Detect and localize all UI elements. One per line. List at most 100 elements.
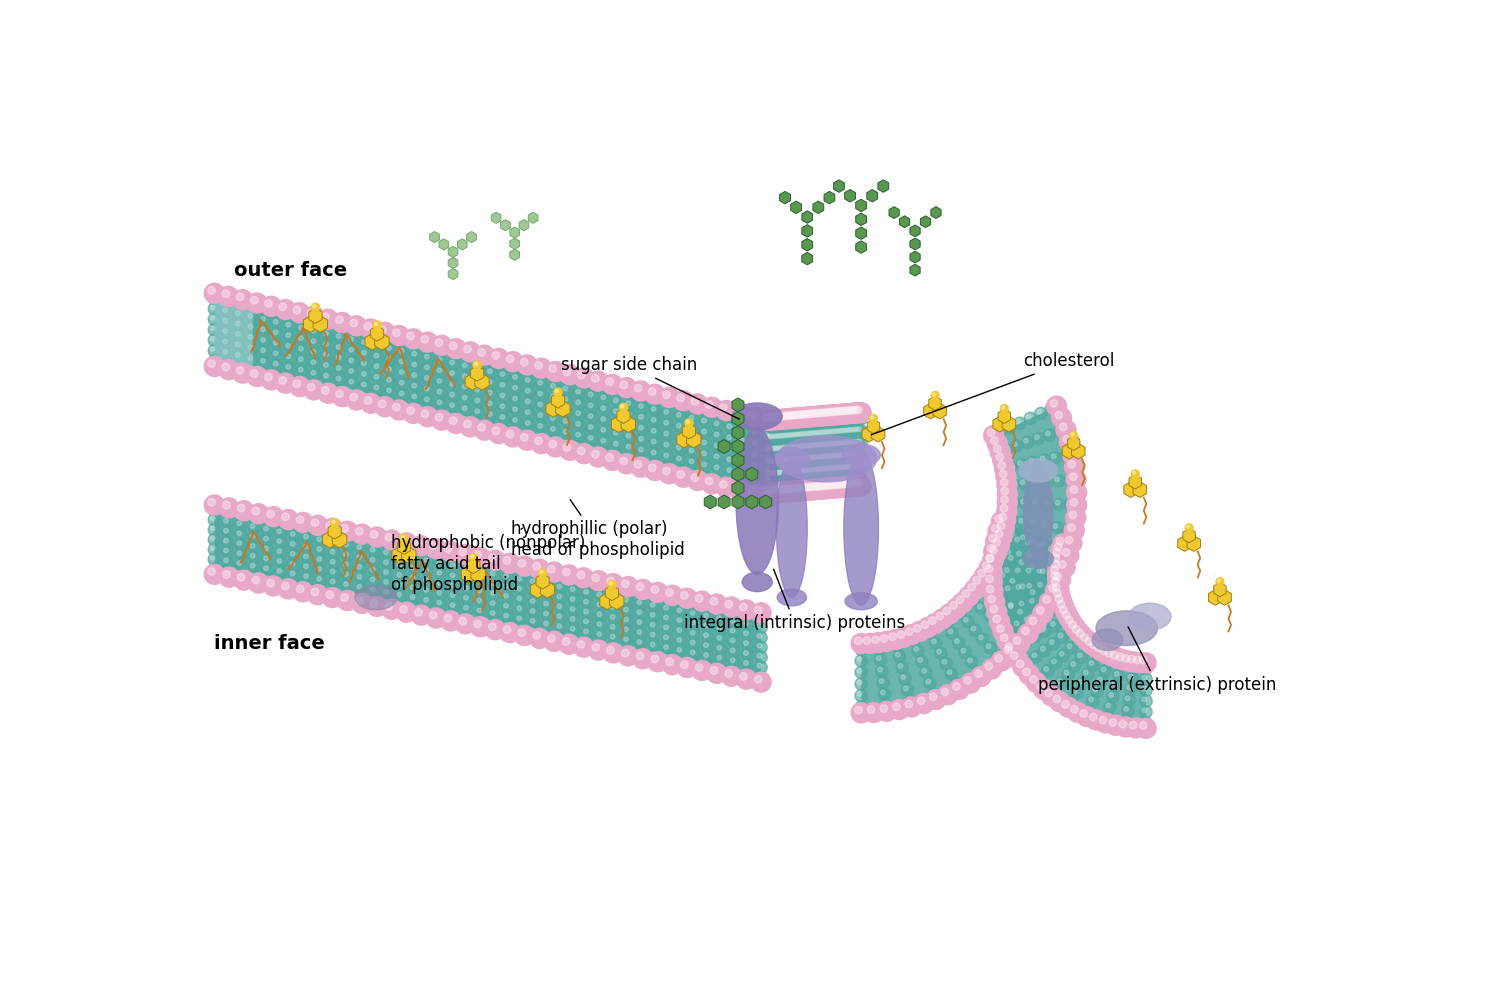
Circle shape [423, 607, 429, 612]
Circle shape [555, 582, 567, 594]
Circle shape [504, 557, 512, 564]
Circle shape [1052, 572, 1059, 580]
Circle shape [792, 430, 806, 442]
Circle shape [759, 410, 778, 430]
Circle shape [310, 588, 320, 596]
Circle shape [772, 480, 784, 493]
Circle shape [375, 397, 394, 417]
Circle shape [1000, 642, 1022, 662]
Circle shape [1008, 603, 1013, 607]
Circle shape [1065, 457, 1084, 477]
Circle shape [862, 637, 871, 644]
Circle shape [370, 587, 375, 592]
Circle shape [712, 441, 724, 453]
Circle shape [488, 618, 501, 631]
Circle shape [222, 290, 230, 298]
Circle shape [555, 592, 567, 604]
Circle shape [822, 464, 836, 476]
Circle shape [436, 600, 441, 605]
Circle shape [1024, 412, 1036, 425]
Circle shape [766, 471, 772, 476]
Circle shape [488, 412, 492, 416]
Circle shape [459, 617, 466, 625]
Circle shape [236, 311, 240, 315]
Polygon shape [855, 227, 867, 239]
Circle shape [1036, 552, 1048, 565]
Polygon shape [440, 239, 448, 250]
Circle shape [978, 635, 984, 640]
Circle shape [251, 573, 255, 578]
Circle shape [914, 694, 934, 714]
Circle shape [374, 385, 380, 390]
Circle shape [276, 300, 296, 320]
Circle shape [555, 632, 567, 644]
Circle shape [856, 645, 862, 650]
Circle shape [315, 564, 327, 577]
Circle shape [1060, 616, 1065, 621]
Circle shape [855, 461, 867, 474]
Circle shape [435, 366, 447, 378]
Circle shape [1041, 541, 1046, 546]
Circle shape [612, 428, 624, 441]
Circle shape [360, 359, 372, 371]
Circle shape [782, 485, 789, 493]
Circle shape [766, 434, 772, 439]
Polygon shape [510, 227, 519, 238]
Circle shape [424, 408, 429, 412]
Circle shape [1084, 707, 1089, 712]
Circle shape [573, 430, 586, 443]
Circle shape [350, 319, 357, 327]
Circle shape [850, 476, 871, 496]
Circle shape [1124, 694, 1136, 706]
Circle shape [1028, 596, 1039, 609]
Circle shape [810, 441, 822, 453]
Circle shape [759, 483, 778, 503]
Circle shape [1038, 644, 1052, 657]
Circle shape [234, 361, 246, 373]
Circle shape [780, 485, 788, 493]
Circle shape [636, 652, 644, 660]
Circle shape [477, 598, 482, 603]
Circle shape [435, 578, 447, 591]
Text: hydrophobic (nonpolar)
fatty acid tail
of phospholipid: hydrophobic (nonpolar) fatty acid tail o… [392, 528, 586, 594]
Circle shape [822, 430, 827, 434]
Circle shape [608, 602, 621, 615]
Circle shape [1100, 716, 1107, 724]
Circle shape [459, 548, 466, 556]
Circle shape [962, 590, 970, 597]
Circle shape [676, 638, 681, 642]
Circle shape [297, 344, 309, 357]
Circle shape [840, 480, 848, 488]
Circle shape [510, 383, 524, 396]
Circle shape [1106, 715, 1125, 735]
Circle shape [752, 672, 771, 692]
Circle shape [234, 570, 254, 590]
Circle shape [676, 618, 681, 622]
Circle shape [807, 419, 812, 423]
Circle shape [662, 613, 674, 625]
Circle shape [830, 451, 843, 464]
Circle shape [584, 639, 588, 644]
Circle shape [626, 422, 632, 427]
Circle shape [324, 320, 328, 325]
Circle shape [561, 406, 573, 418]
Circle shape [462, 583, 474, 596]
Circle shape [842, 452, 848, 457]
Circle shape [330, 559, 334, 564]
Circle shape [651, 407, 656, 411]
Circle shape [986, 531, 1005, 551]
Circle shape [827, 442, 833, 446]
Circle shape [675, 645, 687, 658]
Circle shape [958, 646, 970, 659]
Circle shape [990, 589, 994, 594]
Circle shape [411, 605, 416, 609]
Circle shape [462, 406, 466, 410]
Circle shape [1050, 687, 1056, 692]
Circle shape [316, 557, 321, 561]
Circle shape [648, 640, 660, 652]
Circle shape [278, 510, 298, 530]
Circle shape [712, 419, 724, 431]
Circle shape [1038, 454, 1050, 466]
Circle shape [374, 364, 380, 369]
Circle shape [834, 477, 854, 497]
